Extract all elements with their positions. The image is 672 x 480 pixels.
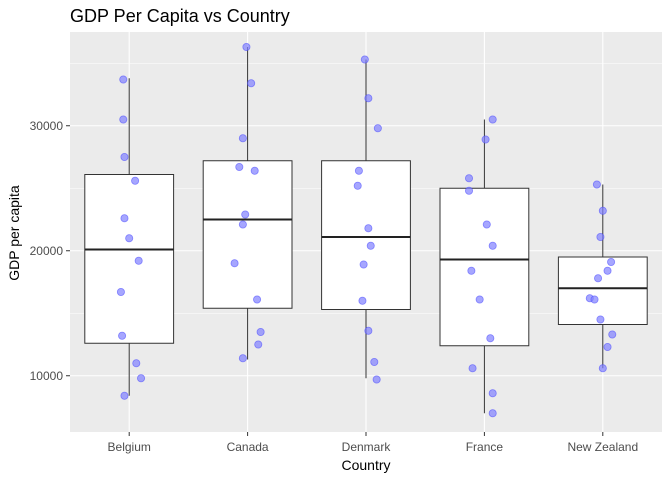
- x-axis-title: Country: [341, 457, 390, 473]
- data-point-canada: [253, 295, 262, 304]
- data-point-denmark: [359, 260, 368, 269]
- data-point-belgium: [119, 75, 128, 84]
- iqr-box-canada: [202, 160, 293, 309]
- data-point-belgium: [134, 256, 143, 265]
- data-point-denmark: [364, 94, 373, 103]
- data-point-denmark: [353, 181, 362, 190]
- data-point-france: [467, 266, 476, 275]
- data-point-new-zealand: [607, 257, 616, 266]
- x-tick-label-new-zealand: New Zealand: [567, 440, 638, 454]
- box-denmark: [321, 59, 411, 379]
- point-layer: [116, 43, 617, 418]
- data-point-denmark: [366, 241, 375, 250]
- box-canada: [202, 47, 293, 360]
- data-point-denmark: [370, 357, 379, 366]
- box-belgium: [84, 78, 175, 396]
- data-point-new-zealand: [598, 206, 607, 215]
- data-point-canada: [256, 327, 265, 336]
- data-point-new-zealand: [598, 364, 607, 373]
- data-point-canada: [241, 210, 250, 219]
- data-point-belgium: [120, 391, 129, 400]
- data-point-france: [475, 295, 484, 304]
- data-point-denmark: [373, 124, 382, 133]
- data-point-france: [482, 220, 491, 229]
- data-point-belgium: [131, 176, 140, 185]
- data-point-canada: [230, 259, 239, 268]
- box-new-zealand: [557, 184, 648, 369]
- data-point-denmark: [364, 224, 373, 233]
- axis-layer: 10000 20000 30000 Belgium Canada Denmark Franc…: [30, 119, 639, 454]
- data-point-canada: [250, 166, 259, 175]
- data-point-new-zealand: [596, 232, 605, 241]
- data-point-canada: [247, 79, 256, 88]
- data-point-canada: [242, 43, 251, 52]
- data-point-belgium: [120, 152, 129, 161]
- data-point-france: [481, 135, 490, 144]
- data-point-new-zealand: [592, 180, 601, 189]
- box-layer: [84, 47, 648, 414]
- box-france: [439, 119, 530, 414]
- data-point-france: [488, 389, 497, 398]
- iqr-box-new-zealand: [557, 256, 648, 325]
- data-point-belgium: [116, 287, 125, 296]
- data-point-denmark: [372, 375, 381, 384]
- chart-title: GDP Per Capita vs Country: [70, 6, 290, 26]
- y-tick-label: 30000: [30, 119, 64, 133]
- y-axis-title: GDP per capita: [6, 185, 22, 281]
- data-point-belgium: [125, 234, 134, 243]
- x-tick-label-france: France: [466, 440, 504, 454]
- data-point-france: [465, 186, 474, 195]
- data-point-france: [488, 409, 497, 418]
- y-tick-label: 20000: [30, 244, 64, 258]
- data-point-france: [468, 364, 477, 373]
- data-point-canada: [238, 354, 247, 363]
- data-point-denmark: [358, 296, 367, 305]
- data-point-new-zealand: [603, 266, 612, 275]
- data-point-canada: [238, 134, 247, 143]
- iqr-box-denmark: [321, 160, 411, 310]
- data-point-new-zealand: [603, 342, 612, 351]
- data-point-france: [465, 174, 474, 183]
- x-tick-label-belgium: Belgium: [108, 440, 151, 454]
- x-tick-label-denmark: Denmark: [342, 440, 392, 454]
- data-point-denmark: [364, 326, 373, 335]
- data-point-new-zealand: [596, 315, 605, 324]
- data-point-canada: [238, 220, 247, 229]
- data-point-france: [488, 241, 497, 250]
- data-point-denmark: [360, 55, 369, 64]
- data-point-canada: [254, 340, 263, 349]
- data-point-belgium: [132, 359, 141, 368]
- x-tick-label-canada: Canada: [227, 440, 269, 454]
- data-point-denmark: [354, 166, 363, 175]
- data-point-new-zealand: [608, 330, 617, 339]
- iqr-box-belgium: [84, 174, 175, 344]
- data-point-new-zealand: [594, 274, 603, 283]
- iqr-box-france: [439, 187, 530, 347]
- data-point-belgium: [137, 374, 146, 383]
- data-point-belgium: [119, 115, 128, 124]
- data-point-belgium: [120, 214, 129, 223]
- data-point-new-zealand: [590, 295, 599, 304]
- y-tick-label: 10000: [30, 369, 64, 383]
- data-point-belgium: [118, 331, 127, 340]
- data-point-france: [486, 334, 495, 343]
- data-point-france: [488, 115, 497, 124]
- data-point-canada: [235, 162, 244, 171]
